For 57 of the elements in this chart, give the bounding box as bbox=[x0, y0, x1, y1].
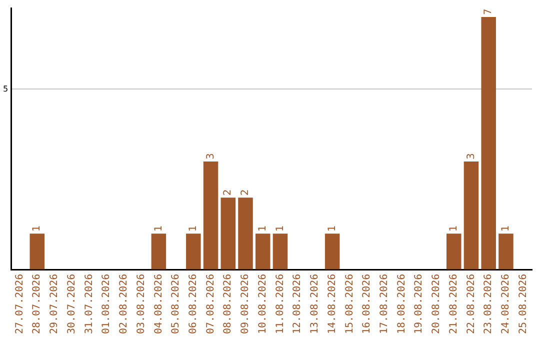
x-tick-label: 27.07.2026 bbox=[14, 274, 26, 334]
x-tick-label: 25.08.2026 bbox=[518, 274, 529, 334]
data-label: 1 bbox=[448, 225, 460, 232]
bar bbox=[151, 234, 166, 270]
bar bbox=[220, 198, 236, 270]
x-tick-label: 06.08.2026 bbox=[188, 274, 199, 334]
x-tick-label: 02.08.2026 bbox=[118, 274, 130, 334]
x-tick-label: 08.08.2026 bbox=[222, 274, 234, 334]
x-tick-label: 17.08.2026 bbox=[379, 274, 390, 334]
bar bbox=[255, 234, 270, 270]
x-tick-label: 10.08.2026 bbox=[257, 274, 268, 334]
bar bbox=[186, 234, 201, 270]
x-tick-label: 14.08.2026 bbox=[326, 274, 338, 334]
data-label: 7 bbox=[483, 8, 494, 16]
data-label: 1 bbox=[188, 225, 199, 232]
x-tick-label: 13.08.2026 bbox=[310, 274, 321, 334]
data-label: 3 bbox=[466, 153, 477, 160]
x-tick-label: 22.08.2026 bbox=[466, 274, 477, 334]
x-tick-label: 21.08.2026 bbox=[448, 274, 460, 334]
x-tick-label: 11.08.2026 bbox=[274, 274, 286, 334]
x-tick-label: 18.08.2026 bbox=[396, 274, 408, 334]
x-tick-label: 04.08.2026 bbox=[153, 274, 164, 334]
data-label: 1 bbox=[326, 225, 338, 232]
bar bbox=[481, 17, 496, 270]
bar bbox=[30, 234, 45, 270]
x-tick-label: 15.08.2026 bbox=[344, 274, 356, 334]
data-label: 2 bbox=[240, 189, 252, 196]
x-tick-label: 12.08.2026 bbox=[292, 274, 304, 334]
x-tick-label: 29.07.2026 bbox=[49, 274, 60, 334]
data-label: 1 bbox=[500, 225, 512, 232]
data-label: 1 bbox=[274, 225, 286, 232]
x-tick-label: 09.08.2026 bbox=[240, 274, 252, 334]
x-tick-label: 20.08.2026 bbox=[431, 274, 442, 334]
data-label: 1 bbox=[153, 225, 164, 232]
x-tick-label: 30.07.2026 bbox=[66, 274, 78, 334]
x-tick-label: 03.08.2026 bbox=[136, 274, 147, 334]
x-tick-label: 31.07.2026 bbox=[84, 274, 95, 334]
bar bbox=[464, 161, 479, 270]
y-tick-label: 5 bbox=[2, 84, 8, 94]
bar bbox=[203, 161, 218, 270]
data-label: 1 bbox=[32, 225, 43, 232]
x-tick-label: 07.08.2026 bbox=[205, 274, 216, 334]
data-label: 1 bbox=[257, 225, 268, 232]
x-tick-label: 28.07.2026 bbox=[32, 274, 43, 334]
bar bbox=[498, 234, 514, 270]
bar bbox=[238, 198, 253, 270]
x-tick-label: 24.08.2026 bbox=[500, 274, 512, 334]
x-tick-label: 05.08.2026 bbox=[170, 274, 182, 334]
bar bbox=[446, 234, 462, 270]
x-tick-label: 16.08.2026 bbox=[362, 274, 373, 334]
x-tick-label: 19.08.2026 bbox=[414, 274, 425, 334]
data-label: 2 bbox=[222, 189, 234, 196]
x-tick-label: 23.08.2026 bbox=[483, 274, 494, 334]
data-label: 3 bbox=[205, 153, 216, 160]
bar bbox=[324, 234, 340, 270]
x-tick-label: 01.08.2026 bbox=[101, 274, 112, 334]
bar bbox=[272, 234, 288, 270]
